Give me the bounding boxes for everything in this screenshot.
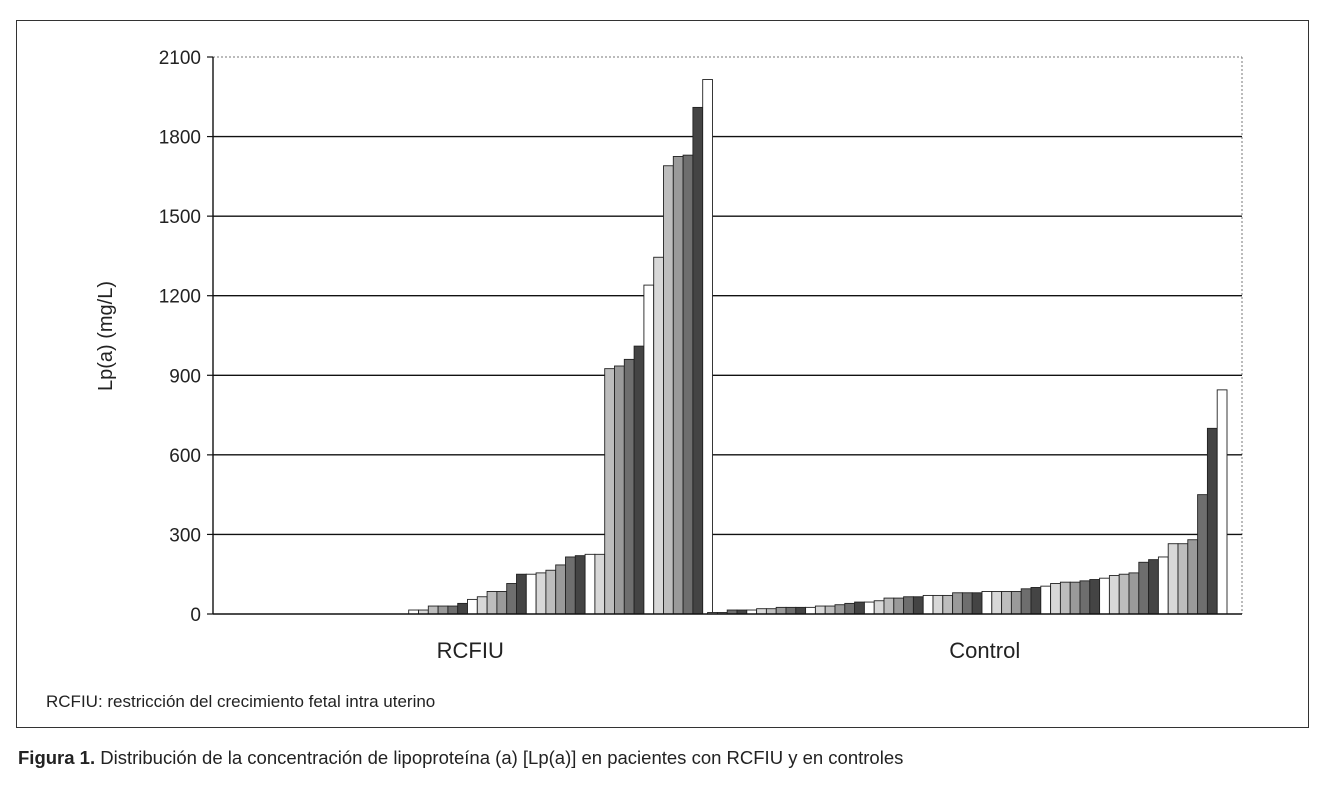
bar-rcfiu-3 (427, 605, 439, 615)
y-axis-title: Lp(a) (mg/L) (95, 281, 117, 391)
bar-control-15 (844, 602, 856, 615)
bar-rcfiu-10 (496, 591, 508, 615)
y-axis-ticks: 0 300 600 900 1200 1500 1800 2100 (159, 48, 1242, 626)
bar-rcfiu-27 (663, 165, 674, 615)
y-tick-label: 1800 (159, 128, 201, 149)
y-tick-label: 0 (190, 605, 201, 626)
bar-control-51 (1197, 494, 1208, 615)
gridlines (213, 56, 1243, 614)
bar-control-29 (981, 591, 993, 615)
bar-control-26 (952, 592, 963, 615)
bar-control-18 (873, 600, 885, 615)
bar-control-49 (1177, 543, 1189, 615)
bar-control-6 (756, 608, 767, 615)
abbreviation-note: RCFIU: restricción del crecimiento fetal… (46, 692, 436, 711)
bar-control-46 (1148, 559, 1159, 615)
bar-control-24 (932, 594, 944, 615)
bar-control-10 (795, 606, 807, 615)
bar-rcfiu-17 (565, 556, 576, 615)
bar-control-32 (1010, 591, 1022, 615)
bar-rcfiu-20 (594, 553, 606, 615)
bar-rcfiu-19 (584, 553, 596, 615)
bar-control-52 (1206, 427, 1218, 615)
bar-rcfiu-4 (437, 605, 449, 615)
bar-control-53 (1216, 389, 1228, 615)
bar-control-12 (814, 605, 826, 615)
bar-rcfiu-15 (545, 569, 557, 615)
category-label-rcfiu: RCFIU (437, 638, 504, 663)
bar-control-33 (1020, 588, 1032, 615)
bar-control-27 (961, 592, 973, 615)
y-tick-label: 300 (169, 525, 201, 546)
bar-rcfiu-25 (643, 284, 655, 615)
bar-rcfiu-11 (506, 583, 517, 615)
figure-caption: Figura 1. Distribución de la concentraci… (18, 747, 903, 769)
bar-rcfiu-24 (633, 345, 645, 615)
bar-rcfiu-5 (447, 605, 459, 615)
bar-rcfiu-8 (476, 596, 488, 615)
bar-control-9 (785, 606, 797, 615)
bar-rcfiu-12 (516, 573, 527, 615)
bar-control-41 (1099, 577, 1110, 615)
y-tick-label: 1500 (159, 207, 201, 228)
bar-control-14 (834, 604, 846, 615)
bar-rcfiu-23 (623, 358, 635, 615)
bar-control-36 (1050, 583, 1061, 615)
y-tick-label: 900 (169, 366, 201, 387)
bar-rcfiu-22 (614, 365, 625, 615)
bar-control-23 (922, 594, 934, 615)
bar-control-30 (991, 591, 1003, 615)
bar-rcfiu-21 (604, 368, 615, 615)
bar-control-43 (1118, 573, 1130, 615)
bar-rcfiu-7 (467, 598, 478, 615)
bar-control-16 (854, 601, 865, 615)
caption-label: Figura 1. (18, 747, 96, 768)
bar-control-37 (1059, 581, 1071, 615)
bar-rcfiu-26 (653, 256, 664, 615)
category-label-control: Control (949, 638, 1020, 663)
bar-rcfiu-30 (692, 106, 704, 615)
bar-rcfiu-31 (702, 79, 713, 615)
caption-text: Distribución de la concentración de lipo… (95, 747, 904, 768)
bar-control-39 (1079, 580, 1091, 615)
category-labels: RCFIU Control (437, 638, 1021, 663)
y-tick-label: 2100 (159, 48, 201, 69)
bar-control-19 (883, 597, 895, 615)
bar-control-28 (971, 592, 983, 615)
bar-control-35 (1040, 585, 1052, 615)
bar-control-22 (912, 596, 924, 615)
bar-control-34 (1030, 587, 1042, 615)
bar-rcfiu-14 (535, 572, 547, 615)
bar-control-47 (1157, 556, 1169, 615)
bar-rcfiu-9 (486, 591, 498, 615)
bar-control-8 (775, 606, 787, 615)
bar-control-38 (1069, 581, 1081, 615)
bar-control-44 (1128, 572, 1140, 615)
bar-control-13 (824, 605, 836, 615)
bar-control-7 (765, 608, 777, 615)
bar-rcfiu-18 (574, 555, 586, 615)
bar-control-25 (942, 594, 954, 615)
bar-rcfiu-29 (682, 154, 694, 615)
figure-frame (16, 20, 1309, 728)
bar-control-20 (893, 597, 905, 615)
bar-control-11 (805, 606, 816, 615)
bar-control-50 (1187, 539, 1199, 615)
bar-rcfiu-16 (555, 564, 566, 615)
bars (408, 79, 1228, 615)
bar-rcfiu-28 (672, 156, 684, 615)
bar-control-42 (1108, 575, 1120, 615)
bar-control-31 (1001, 591, 1012, 615)
y-tick-label: 1200 (159, 287, 201, 308)
y-tick-label: 600 (169, 446, 201, 467)
bar-control-21 (903, 596, 914, 615)
bar-control-45 (1138, 561, 1150, 615)
bar-control-48 (1167, 543, 1179, 615)
bar-rcfiu-6 (457, 602, 468, 615)
bar-control-40 (1089, 579, 1101, 615)
bar-rcfiu-13 (525, 573, 537, 615)
bar-control-17 (863, 601, 875, 615)
